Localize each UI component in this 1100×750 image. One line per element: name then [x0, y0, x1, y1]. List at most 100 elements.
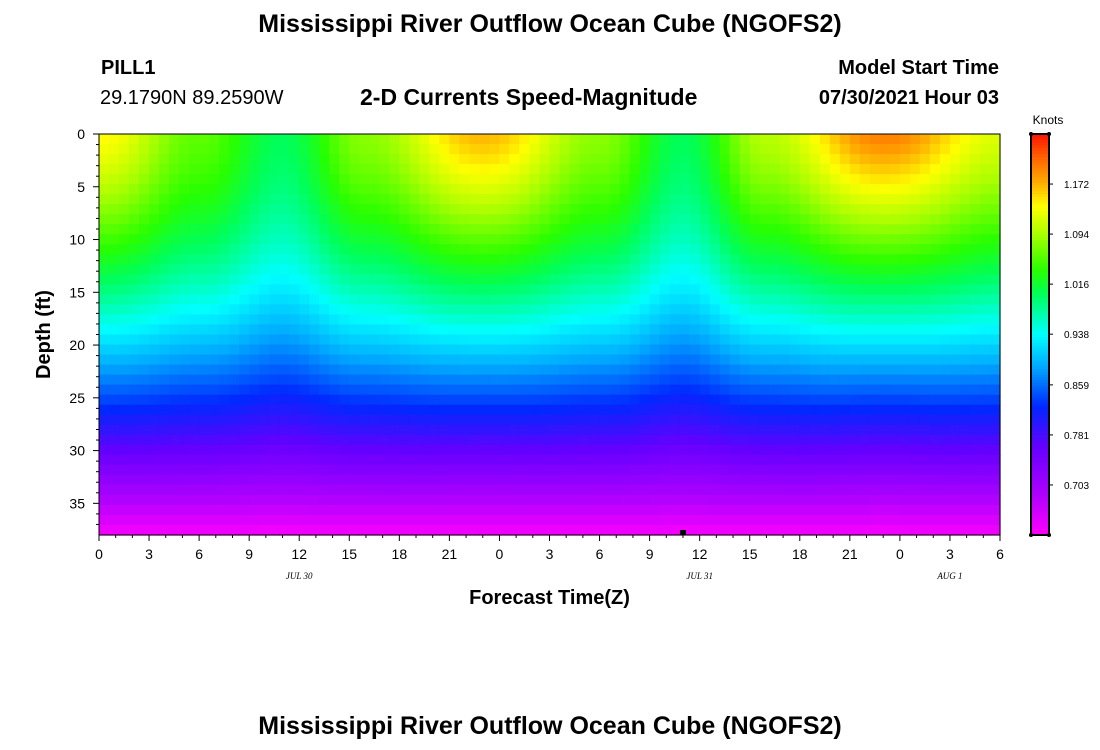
heatmap-cell [109, 384, 120, 396]
heatmap-cell [789, 184, 801, 195]
heatmap-cell [339, 304, 350, 316]
colorbar-tick-label: 0.781 [1064, 431, 1089, 442]
heatmap-cell [779, 464, 791, 476]
heatmap-cell [629, 294, 641, 306]
heatmap-cell [449, 364, 460, 376]
heatmap-cell [259, 134, 270, 145]
heatmap-cell [489, 454, 501, 466]
heatmap-cell [819, 224, 831, 235]
heatmap-cell [149, 214, 160, 225]
heatmap-cell [759, 374, 771, 386]
heatmap-cell [309, 444, 320, 456]
heatmap-cell [649, 244, 661, 255]
heatmap-cell [489, 404, 501, 416]
heatmap-cell [219, 254, 230, 265]
heatmap-cell [459, 404, 471, 416]
heatmap-cell [509, 354, 521, 366]
heatmap-cell [709, 354, 721, 366]
heatmap-cell [429, 324, 440, 336]
heatmap-cell [399, 324, 410, 336]
heatmap-cell [369, 384, 380, 396]
heatmap-cell [299, 524, 310, 536]
heatmap-cell [589, 394, 601, 406]
colorbar-swatch [1031, 500, 1049, 505]
heatmap-cell [369, 404, 380, 416]
colorbar-swatch [1031, 231, 1049, 235]
heatmap-cell [659, 324, 671, 336]
heatmap-cell [949, 174, 961, 185]
heatmap-cell [149, 224, 160, 235]
heatmap-cell [119, 504, 130, 516]
heatmap-cell [719, 404, 731, 416]
colorbar-swatch [1031, 492, 1049, 496]
heatmap-cell [679, 304, 691, 316]
heatmap-cell [859, 484, 871, 496]
heatmap-cell [699, 204, 711, 215]
heatmap-cell [429, 264, 440, 275]
heatmap-cell [159, 424, 170, 436]
heatmap-cell [739, 164, 751, 175]
heatmap-cell [389, 304, 400, 316]
heatmap-cell [419, 314, 430, 326]
heatmap-cell [239, 344, 250, 356]
heatmap-cell [599, 484, 611, 496]
heatmap-cell [519, 134, 531, 145]
heatmap-cell [539, 304, 551, 316]
heatmap-cell [589, 434, 601, 446]
heatmap-cell [389, 464, 400, 476]
colorbar-swatch [1031, 471, 1049, 476]
heatmap-cell [769, 294, 781, 306]
heatmap-cell [509, 514, 521, 526]
heatmap-cell [689, 274, 701, 285]
heatmap-cell [869, 214, 881, 225]
heatmap-cell [609, 324, 621, 336]
heatmap-cell [349, 334, 360, 346]
heatmap-cell [289, 224, 300, 235]
heatmap-cell [799, 224, 811, 235]
heatmap-cell [469, 204, 481, 215]
heatmap-cell [819, 484, 831, 496]
heatmap-cell [339, 344, 350, 356]
heatmap-cell [869, 364, 881, 376]
heatmap-cell [649, 144, 661, 155]
heatmap-cell [209, 334, 220, 346]
heatmap-cell [409, 294, 420, 306]
heatmap-cell [939, 184, 951, 195]
heatmap-cell [349, 494, 360, 506]
heatmap-cell [219, 284, 230, 296]
heatmap-cell [439, 254, 450, 265]
heatmap-cell [959, 514, 971, 526]
heatmap-cell [319, 214, 330, 225]
heatmap-cell [819, 244, 831, 255]
heatmap-cell [949, 444, 961, 456]
heatmap-cell [289, 154, 300, 165]
heatmap-cell [979, 424, 991, 436]
heatmap-cell [739, 174, 751, 185]
heatmap-cell [939, 264, 951, 275]
heatmap-cell [949, 404, 961, 416]
heatmap-cell [959, 144, 971, 155]
heatmap-cell [369, 424, 380, 436]
heatmap-cell [289, 264, 300, 275]
heatmap-cell [99, 194, 110, 205]
heatmap-cell [909, 414, 921, 426]
heatmap-cell [399, 164, 410, 175]
heatmap-cell [559, 424, 571, 436]
heatmap-cell [309, 224, 320, 235]
heatmap-cell [859, 384, 871, 396]
heatmap-cell [809, 514, 821, 526]
heatmap-cell [149, 184, 160, 195]
heatmap-cell [239, 264, 250, 275]
heatmap-cell [459, 224, 471, 235]
heatmap-cell [249, 494, 260, 506]
heatmap-cell [429, 174, 440, 185]
colorbar-swatch [1031, 288, 1049, 293]
heatmap-cell [919, 514, 931, 526]
heatmap-cell [439, 504, 450, 516]
colorbar-swatch [1031, 205, 1049, 210]
heatmap-cell [119, 254, 130, 265]
heatmap-cell [679, 324, 691, 336]
colorbar-swatch [1031, 420, 1049, 424]
heatmap-cell [389, 314, 400, 326]
heatmap-cell [339, 254, 350, 265]
